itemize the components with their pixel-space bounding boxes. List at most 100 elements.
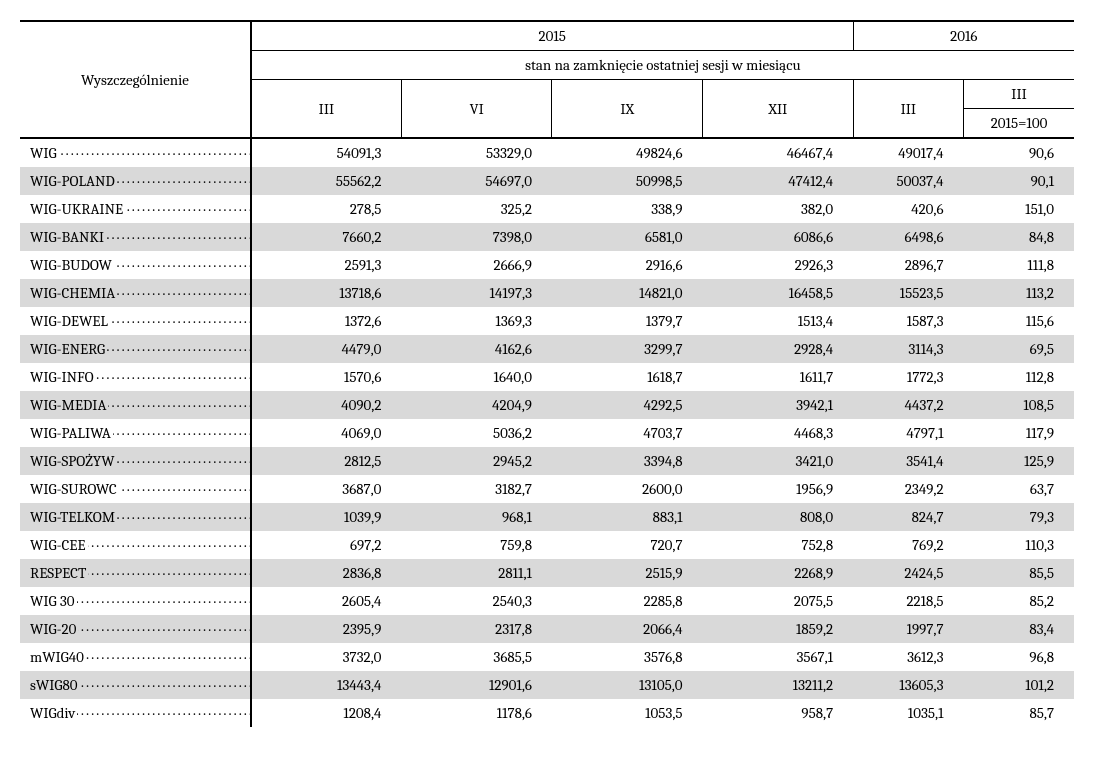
cell: 46467,4 [703,138,854,167]
table-body: ........................................… [20,138,1074,727]
cell: 1772,3 [853,363,963,391]
cell: 4797,1 [853,419,963,447]
cell: 3612,3 [853,643,963,671]
cell: 47412,4 [703,167,854,195]
row-label: ........................................… [20,587,251,615]
row-label: ........................................… [20,307,251,335]
cell: 113,2 [964,279,1074,307]
cell: 54091,3 [251,138,402,167]
cell: 2666,9 [401,251,552,279]
cell: 4162,6 [401,335,552,363]
cell: 2945,2 [401,447,552,475]
row-label: ........................................… [20,531,251,559]
cell: 2317,8 [401,615,552,643]
cell: 1208,4 [251,699,402,727]
cell: 4090,2 [251,391,402,419]
row-label: ........................................… [20,447,251,475]
cell: 1640,0 [401,363,552,391]
row-label: ........................................… [20,559,251,587]
table-row: ........................................… [20,643,1074,671]
cell: 54697,0 [401,167,552,195]
cell: 7398,0 [401,223,552,251]
cell: 325,2 [401,195,552,223]
table-row: ........................................… [20,363,1074,391]
cell: 49824,6 [552,138,703,167]
cell: 1587,3 [853,307,963,335]
table-row: ........................................… [20,671,1074,699]
col-2015-III: III [251,80,402,139]
row-label: ........................................… [20,643,251,671]
row-label: ........................................… [20,475,251,503]
cell: 1039,9 [251,503,402,531]
cell: 968,1 [401,503,552,531]
cell: 4468,3 [703,419,854,447]
cell: 3732,0 [251,643,402,671]
cell: 824,7 [853,503,963,531]
cell: 3394,8 [552,447,703,475]
table-row: ........................................… [20,531,1074,559]
cell: 1859,2 [703,615,854,643]
cell: 50998,5 [552,167,703,195]
cell: 1053,5 [552,699,703,727]
cell: 14821,0 [552,279,703,307]
cell: 6581,0 [552,223,703,251]
cell: 2285,8 [552,587,703,615]
cell: 4437,2 [853,391,963,419]
cell: 49017,4 [853,138,963,167]
col-2016-rel-top: III [964,80,1074,109]
row-label: ........................................… [20,335,251,363]
cell: 55562,2 [251,167,402,195]
cell: 3114,3 [853,335,963,363]
cell: 2916,6 [552,251,703,279]
table-row: ........................................… [20,587,1074,615]
cell: 5036,2 [401,419,552,447]
col-2015-VI: VI [401,80,552,139]
cell: 117,9 [964,419,1074,447]
cell: 720,7 [552,531,703,559]
row-label: ........................................… [20,138,251,167]
cell: 110,3 [964,531,1074,559]
col-2015-XII: XII [703,80,854,139]
table-row: ........................................… [20,138,1074,167]
cell: 1372,6 [251,307,402,335]
cell: 85,2 [964,587,1074,615]
year-2016-header: 2016 [853,21,1074,51]
cell: 3299,7 [552,335,703,363]
year-2015-header: 2015 [251,21,853,51]
cell: 3942,1 [703,391,854,419]
cell: 2395,9 [251,615,402,643]
cell: 1178,6 [401,699,552,727]
cell: 90,6 [964,138,1074,167]
row-label: ........................................… [20,223,251,251]
cell: 4703,7 [552,419,703,447]
row-label: ........................................… [20,363,251,391]
cell: 83,4 [964,615,1074,643]
row-label: ........................................… [20,251,251,279]
table-row: ........................................… [20,391,1074,419]
cell: 2926,3 [703,251,854,279]
cell: 90,1 [964,167,1074,195]
col-2016-III: III [853,80,963,139]
table-row: ........................................… [20,475,1074,503]
subhead: stan na zamknięcie ostatniej sesji w mie… [251,51,1074,80]
cell: 2836,8 [251,559,402,587]
cell: 1035,1 [853,699,963,727]
cell: 1956,9 [703,475,854,503]
cell: 4204,9 [401,391,552,419]
cell: 769,2 [853,531,963,559]
cell: 3687,0 [251,475,402,503]
cell: 4479,0 [251,335,402,363]
cell: 2896,7 [853,251,963,279]
cell: 4292,5 [552,391,703,419]
cell: 14197,3 [401,279,552,307]
cell: 3182,7 [401,475,552,503]
cell: 2075,5 [703,587,854,615]
row-label: ........................................… [20,195,251,223]
cell: 1513,4 [703,307,854,335]
cell: 2515,9 [552,559,703,587]
row-category-header: Wyszczególnienie [20,21,251,138]
cell: 752,8 [703,531,854,559]
row-label: ........................................… [20,503,251,531]
cell: 2218,5 [853,587,963,615]
cell: 338,9 [552,195,703,223]
